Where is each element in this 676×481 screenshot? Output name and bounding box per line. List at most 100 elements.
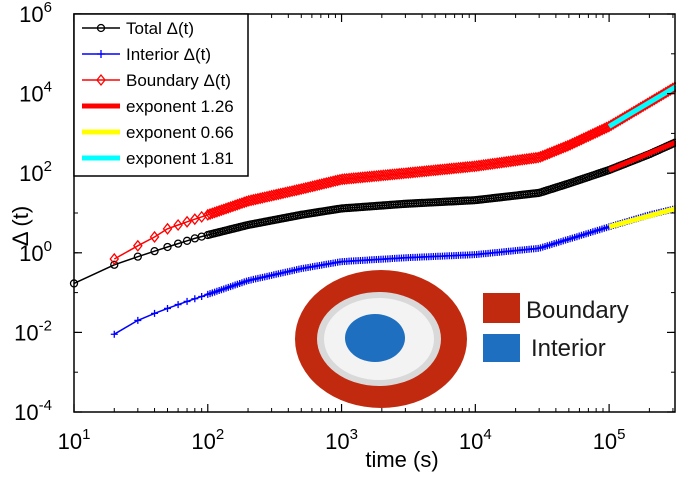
data-point-s3-89	[385, 168, 395, 181]
x-axis-label: time (s)	[365, 447, 438, 472]
data-point-s3-79	[362, 170, 373, 183]
data-point-s3-91	[389, 168, 400, 181]
legend-marker-1	[96, 23, 106, 33]
data-point-s3-155	[535, 150, 546, 163]
y-tick-label: 10-4	[14, 397, 52, 425]
x-tick-label: 102	[191, 426, 224, 454]
data-point-s3-176	[583, 130, 594, 143]
data-point-s3-160	[547, 146, 557, 159]
legend-box	[73, 13, 249, 177]
series-line-4	[608, 139, 676, 173]
y-tick-label: 10-2	[14, 317, 52, 345]
y-tick-label: 106	[19, 0, 52, 27]
data-point-s3-118	[451, 162, 461, 175]
data-point-s3-171	[572, 135, 582, 148]
legend-label-1: Total Δ(t)	[126, 19, 194, 38]
data-point-s3-114	[442, 162, 452, 176]
data-point-s3-77	[357, 171, 368, 184]
data-point-s3-166	[560, 140, 571, 153]
data-point-s3-80	[364, 170, 375, 183]
data-point-s3-121	[458, 161, 468, 174]
inset-illustration: Boundary Interior	[295, 270, 629, 408]
data-point-s3-159	[544, 147, 555, 160]
inset-interior-disk	[345, 314, 405, 362]
data-point-s2-5	[174, 301, 182, 309]
inset-boundary-swatch	[483, 293, 520, 323]
axes: 101 102 103 104 105 10-4 10-2 100 102 104 106	[14, 0, 676, 454]
data-point-s3-93	[394, 167, 405, 180]
data-point-s3-119	[453, 161, 464, 174]
data-point-s3-94	[396, 167, 407, 180]
data-point-s1-2	[110, 260, 119, 269]
data-point-s3-68	[337, 173, 348, 186]
data-point-s1-6	[173, 239, 183, 248]
data-point-s3-164	[556, 142, 566, 155]
data-point-s3-87	[380, 169, 391, 182]
data-point-s3-100	[410, 166, 420, 179]
x-tick-label: 103	[325, 426, 358, 454]
data-point-s3-108	[428, 164, 439, 177]
y-tick-label: 100	[19, 238, 52, 266]
data-point-s3-71	[344, 172, 354, 185]
data-point-s3-5	[173, 218, 183, 232]
data-point-s3-123	[462, 160, 473, 174]
data-point-s3-109	[430, 164, 441, 177]
data-point-s3-72	[346, 172, 357, 185]
data-point-s3-177	[585, 129, 596, 142]
data-point-s3-173	[576, 133, 587, 146]
series-line-6	[607, 84, 676, 129]
inset-interior-label: Interior	[531, 335, 606, 362]
data-point-s3-167	[562, 139, 573, 152]
data-point-s2-1	[110, 330, 118, 338]
data-point-s3-103	[417, 165, 427, 178]
data-point-s3-154	[533, 151, 544, 164]
data-point-s3-82	[369, 170, 379, 183]
inset-boundary-label: Boundary	[526, 297, 629, 324]
x-tick-label: 101	[58, 426, 91, 454]
data-point-s3-122	[460, 161, 471, 174]
y-axis-label: Δ (t)	[8, 206, 33, 246]
data-point-s3-70	[341, 172, 352, 185]
data-point-s3-95	[398, 167, 409, 180]
data-point-s3-115	[444, 162, 455, 175]
data-point-s3-105	[421, 165, 432, 178]
data-point-s3-73	[348, 172, 359, 185]
y-tick-label: 104	[19, 79, 52, 107]
data-point-s3-181	[594, 124, 605, 137]
data-point-s3-174	[578, 132, 589, 145]
data-point-s3-96	[401, 167, 411, 180]
data-point-s3-156	[537, 149, 548, 162]
data-point-s3-86	[378, 169, 389, 182]
data-point-s3-3	[149, 230, 160, 244]
data-point-s3-84	[373, 169, 384, 182]
data-point-s3-170	[569, 136, 580, 149]
data-point-s3-4	[162, 222, 173, 235]
data-point-s1-4	[150, 247, 159, 256]
data-point-s3-172	[574, 134, 585, 147]
data-point-s3-161	[549, 145, 559, 158]
series-line-5	[608, 206, 676, 230]
legend-label-6: exponent 1.81	[126, 149, 234, 168]
series-5	[608, 206, 676, 230]
data-point-s3-179	[590, 126, 600, 140]
data-point-s3-92	[392, 167, 402, 181]
data-point-s3-182	[597, 123, 607, 136]
data-point-s2-6	[183, 297, 191, 305]
data-point-s2-4	[164, 304, 172, 312]
data-point-s3-178	[588, 128, 598, 141]
legend-marker-3	[96, 73, 106, 87]
data-point-s2-2	[134, 316, 142, 324]
data-point-s3-69	[339, 173, 350, 186]
data-point-s3-168	[565, 138, 575, 151]
x-tick-label: 104	[459, 426, 492, 454]
data-point-s3-180	[592, 125, 603, 138]
x-tick-label: 105	[593, 426, 626, 454]
data-point-s3-117	[449, 162, 459, 175]
data-point-s3-74	[351, 171, 361, 185]
data-point-s2-8	[198, 292, 206, 300]
data-point-s3-163	[553, 143, 564, 156]
data-point-s1-5	[163, 242, 172, 252]
data-point-s3-175	[581, 131, 591, 144]
data-point-s3-111	[435, 163, 446, 176]
